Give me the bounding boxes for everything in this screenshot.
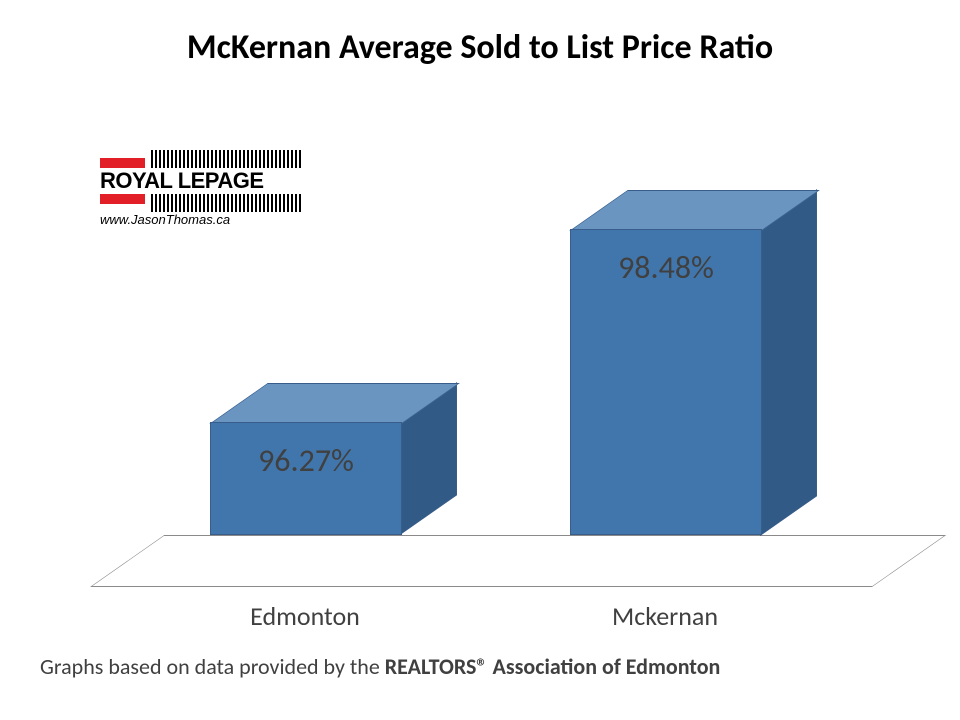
footer-attribution: Graphs based on data provided by the REA… [40,653,720,680]
chart-floor [90,535,870,585]
chart-floor-surface [90,535,946,587]
bar-front: 96.27% [210,422,402,535]
bar-mckernan: 98.48% [570,231,760,536]
chart-title: McKernan Average Sold to List Price Rati… [0,0,960,67]
bar-side [760,189,817,535]
category-label: Mckernan [540,600,790,632]
bar-data-label: 96.27% [211,441,401,480]
footer-prefix: Graphs based on data provided by the [40,653,385,680]
bar-data-label: 98.48% [571,248,761,287]
logo-red-bar-top [100,158,145,168]
chart-plot-area: 96.27%Edmonton98.48%Mckernan [90,185,870,585]
bar-edmonton: 96.27% [210,424,400,535]
footer-bold: REALTORS® Association of Edmonton [385,653,721,680]
category-label: Edmonton [180,600,430,632]
bar-front: 98.48% [570,229,762,536]
logo-barcode-top [151,150,301,168]
